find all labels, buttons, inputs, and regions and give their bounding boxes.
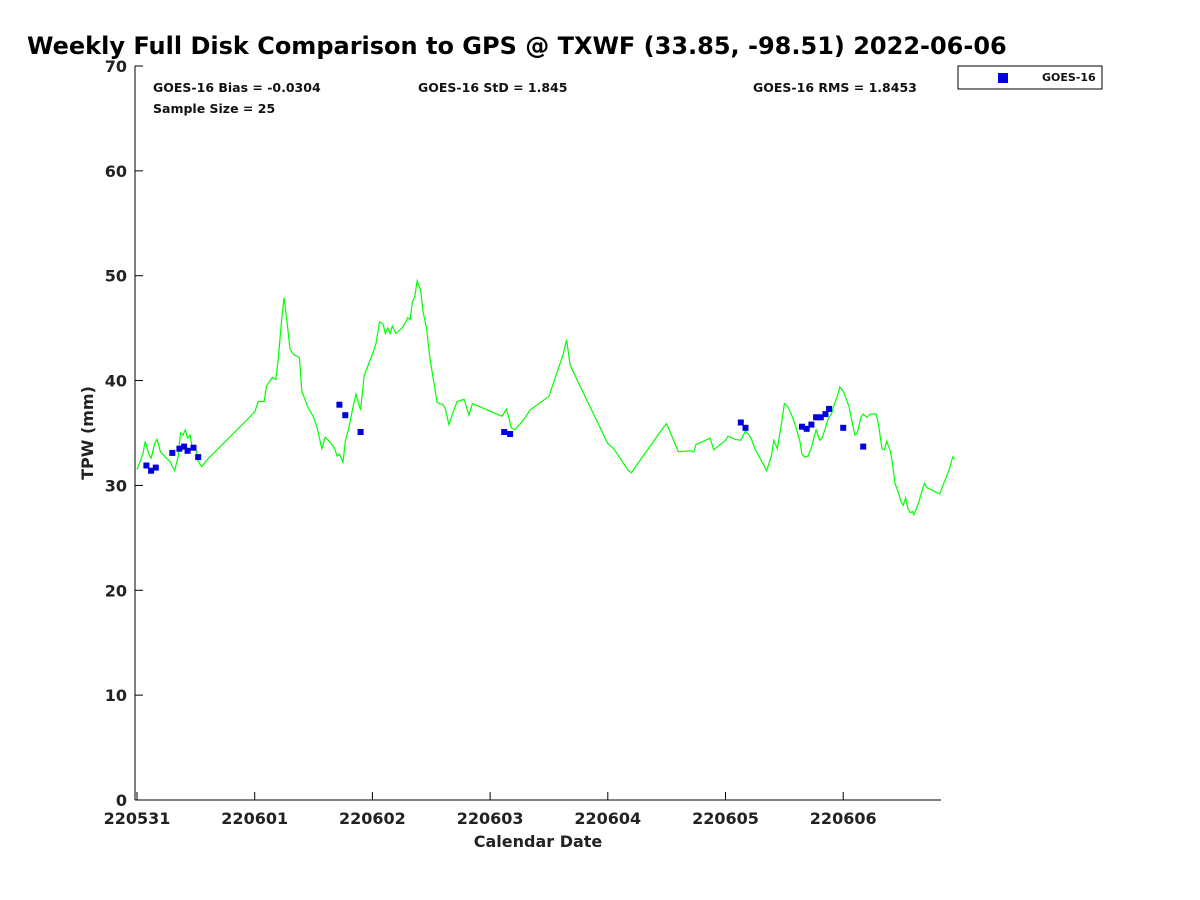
legend-label-goes16: GOES-16: [1042, 71, 1096, 84]
goes16-data-point: [813, 414, 820, 421]
plot-area: 0 10 20 30 40 50 60 70 220531 220601 220602 220603…: [104, 57, 956, 828]
y-tick-label: 40: [105, 372, 127, 391]
goes16-data-point: [822, 411, 829, 418]
goes16-data-point: [803, 425, 810, 432]
y-tick-label: 0: [116, 791, 127, 810]
goes16-data-point: [190, 444, 197, 451]
x-tick-label: 220604: [574, 809, 641, 828]
goes16-data-point: [181, 443, 188, 450]
y-tick-label: 10: [105, 686, 127, 705]
goes16-data-point: [169, 449, 176, 456]
goes16-data-point: [176, 445, 183, 452]
goes16-series-points: [143, 401, 867, 474]
goes16-data-point: [799, 423, 805, 430]
legend: GOES-16: [957, 65, 1103, 90]
goes16-data-point: [737, 419, 744, 426]
goes16-data-point: [152, 464, 159, 471]
goes16-data-point: [860, 443, 867, 450]
goes16-data-point: [840, 424, 847, 431]
chart-title: Weekly Full Disk Comparison to GPS @ TXW…: [27, 32, 1007, 60]
goes16-data-point: [742, 424, 749, 431]
std-stat: GOES-16 StD = 1.845: [418, 80, 567, 95]
x-tick-label: 220605: [692, 809, 759, 828]
goes16-data-point: [808, 421, 815, 428]
x-tick-label: 220606: [810, 809, 877, 828]
x-tick-label: 220531: [104, 809, 171, 828]
y-axis-ticks: 0 10 20 30 40 50 60 70: [105, 57, 143, 810]
stats-panel: GOES-16 Bias = -0.0304 GOES-16 StD = 1.8…: [153, 80, 917, 116]
goes16-data-point: [195, 454, 202, 461]
goes16-data-point: [817, 414, 824, 421]
legend-box: [957, 65, 1103, 90]
goes16-data-point: [826, 405, 833, 412]
x-axis-label: Calendar Date: [474, 832, 603, 851]
goes16-data-point: [148, 467, 155, 474]
bias-stat: GOES-16 Bias = -0.0304: [153, 80, 321, 95]
goes16-data-point: [357, 429, 364, 435]
y-tick-label: 70: [105, 57, 127, 76]
y-tick-label: 60: [105, 162, 127, 181]
goes16-data-point: [507, 431, 514, 437]
legend-marker-goes16: [998, 73, 1008, 83]
y-axis-label: TPW (mm): [78, 386, 97, 480]
goes16-data-point: [184, 447, 191, 454]
x-tick-label: 220603: [457, 809, 524, 828]
goes16-data-point: [342, 412, 349, 419]
goes16-data-point: [336, 401, 343, 408]
y-tick-label: 30: [105, 476, 127, 495]
x-tick-label: 220601: [221, 809, 288, 828]
y-tick-label: 20: [105, 581, 127, 600]
sample-size-stat: Sample Size = 25: [153, 101, 275, 116]
y-tick-label: 50: [105, 267, 127, 286]
goes16-data-point: [501, 429, 508, 435]
x-tick-label: 220602: [339, 809, 406, 828]
rms-stat: GOES-16 RMS = 1.8453: [753, 80, 917, 95]
goes16-data-point: [143, 462, 150, 469]
x-axis-ticks: 220531 220601 220602 220603 220604 220605 2206…: [104, 792, 877, 828]
gps-series-line: [136, 278, 956, 517]
